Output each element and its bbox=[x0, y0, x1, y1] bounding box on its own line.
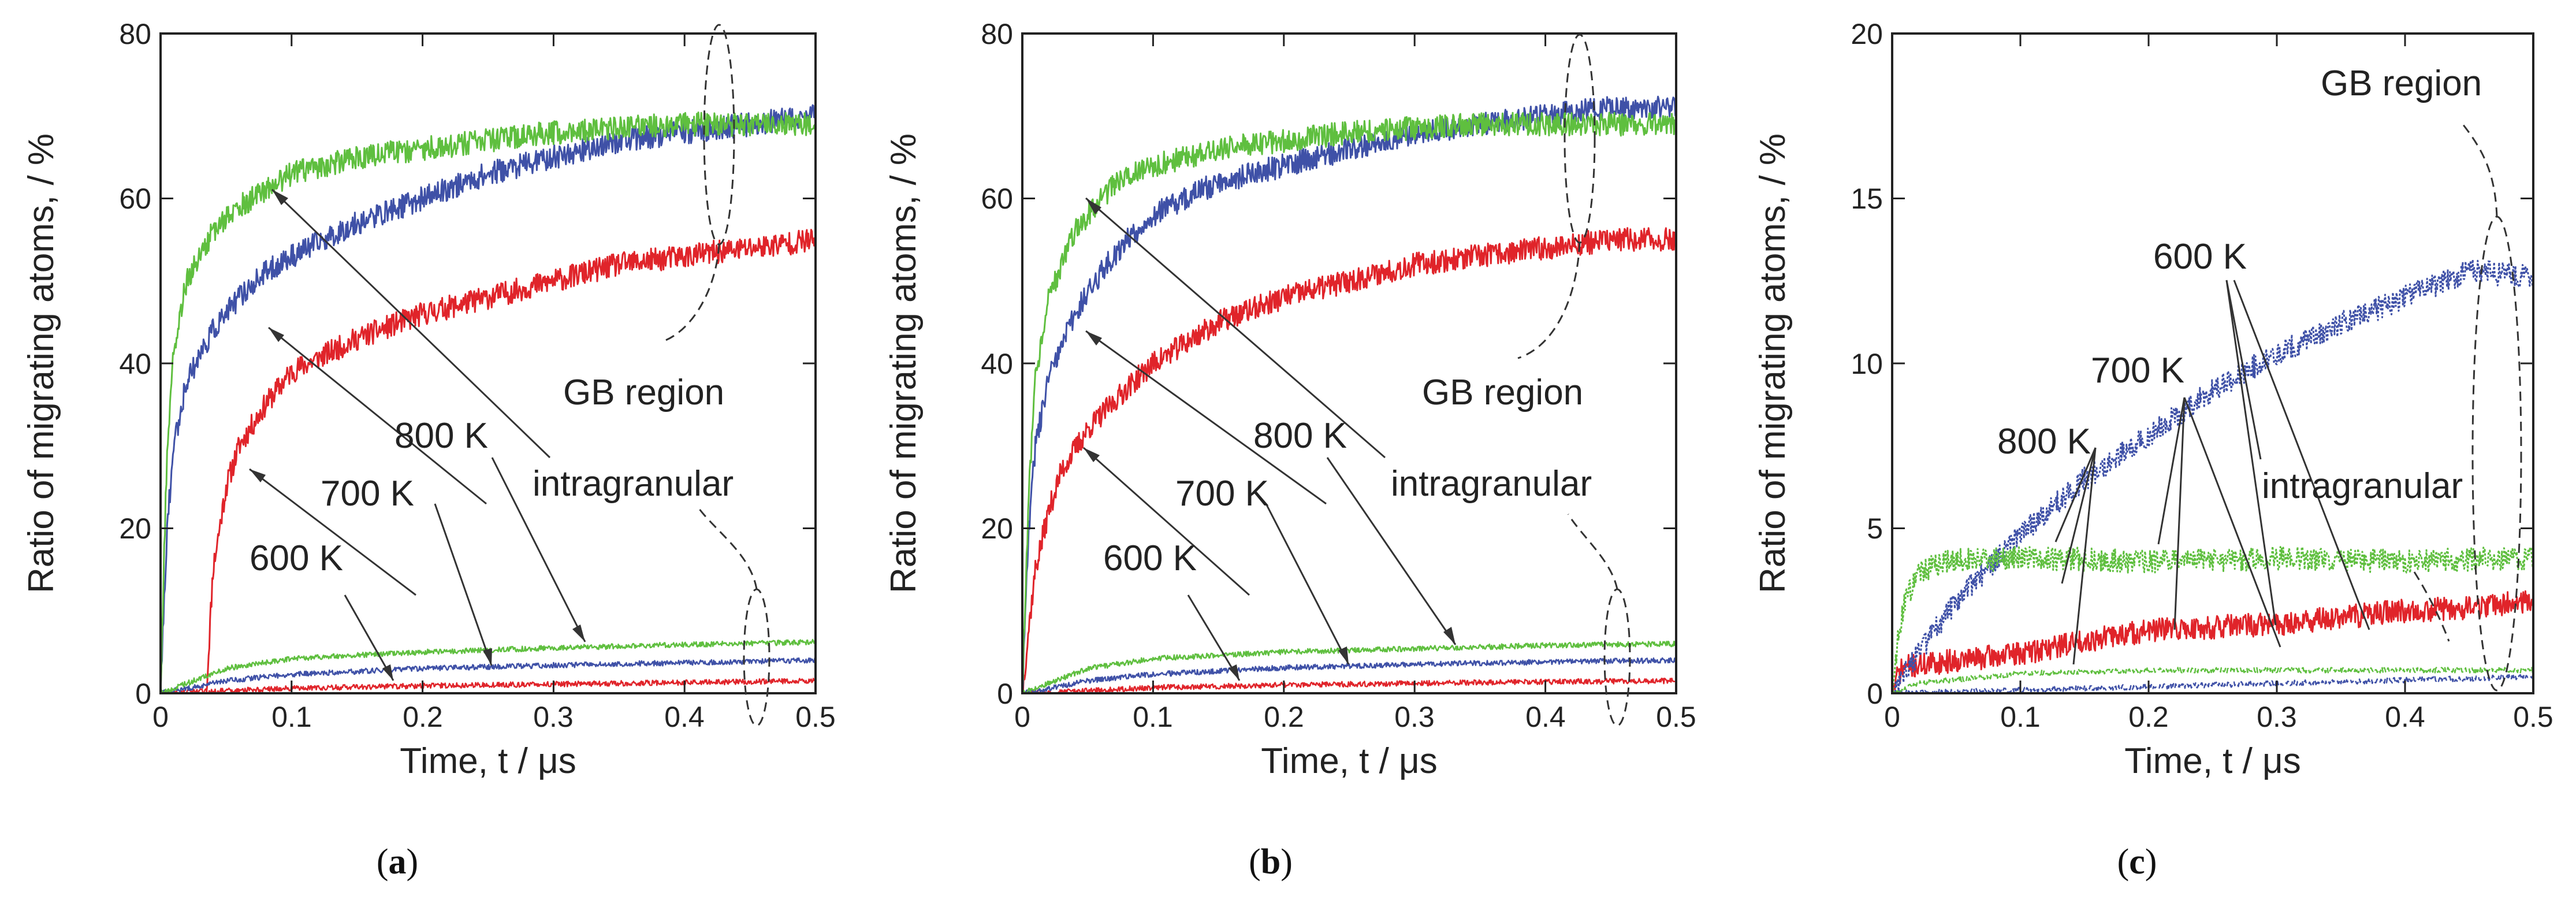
panel-c-800k-label: 800 K bbox=[1997, 422, 2091, 462]
panel-b-caption: (b) bbox=[1249, 842, 1293, 882]
panel-b-600k-label: 600 K bbox=[1103, 538, 1197, 578]
panel-a-600k-label: 600 K bbox=[250, 538, 343, 578]
panel-c-annotation-lines bbox=[2054, 121, 2522, 692]
panel-b-series-600-k-intragranular bbox=[1022, 677, 1677, 694]
panel-b-xtick-label: 0.4 bbox=[1525, 701, 1566, 733]
panel-b-y-ticks bbox=[1022, 32, 1676, 694]
panel-c-x-ticks bbox=[2019, 34, 2406, 693]
panel-a-xtick-label: 0.2 bbox=[403, 701, 443, 733]
panel-b-ytick-label: 80 bbox=[981, 18, 1013, 50]
panel-b-y-axis-label: Ratio of migrating atoms, / % bbox=[884, 133, 924, 593]
panel-c-intragranular-label: intragranular bbox=[2262, 466, 2463, 506]
panel-b-series-800-k-gb-region bbox=[1021, 111, 1677, 694]
panel-b-series-800-k-intragranular bbox=[1022, 640, 1677, 694]
panel-c-xtick-label: 0.1 bbox=[2000, 701, 2041, 733]
panel-c-ytick-label: 0 bbox=[1867, 678, 1883, 710]
panel-c-ytick-label: 20 bbox=[1851, 18, 1883, 50]
panel-a-intragranular-label: intragranular bbox=[533, 464, 734, 504]
panel-b-ytick-label: 60 bbox=[981, 183, 1013, 215]
panel-b-series-700-k-gb-region bbox=[1021, 95, 1677, 694]
panel-b-xtick-label: 0 bbox=[1014, 701, 1030, 733]
panel-a-xtick-label: 0.5 bbox=[795, 701, 836, 733]
panel-a-ytick-label: 0 bbox=[135, 678, 151, 710]
panel-a-y-axis-label: Ratio of migrating atoms, / % bbox=[21, 133, 61, 593]
panel-b-700k-label: 700 K bbox=[1175, 474, 1269, 514]
panel-a-xtick-label: 0 bbox=[152, 701, 169, 733]
panel-c-xtick-label: 0.2 bbox=[2128, 701, 2169, 733]
panel-a-xtick-label: 0.3 bbox=[533, 701, 574, 733]
panel-b-gb-region-label: GB region bbox=[1422, 373, 1583, 412]
panel-c-y-ticks bbox=[1892, 32, 2533, 694]
panel-a-series-800-k-gb-region bbox=[159, 111, 817, 694]
panel-c-caption: (c) bbox=[2117, 842, 2157, 882]
panel-a-gb-region-label: GB region bbox=[563, 373, 724, 412]
panel-b-ytick-label: 20 bbox=[981, 512, 1013, 545]
panel-a-series-700-k-intragranular bbox=[161, 657, 816, 694]
panel-c-x-axis-label: Time, t / μs bbox=[2124, 741, 2301, 781]
panel-b-series-600-k-gb-region bbox=[1021, 227, 1677, 694]
panel-c-series-700-k-intragranular bbox=[1892, 674, 2534, 694]
panel-c-600k-label: 600 K bbox=[2153, 237, 2247, 277]
panel-a-ytick-label: 80 bbox=[119, 18, 151, 50]
panel-c-ytick-label: 10 bbox=[1851, 348, 1883, 380]
panel-a-800k-label: 800 K bbox=[394, 416, 488, 456]
panel-c-xtick-label: 0.4 bbox=[2385, 701, 2425, 733]
panel-c-xtick-label: 0.3 bbox=[2257, 701, 2297, 733]
panel-c-series-600-k-gb-region bbox=[1892, 590, 2534, 694]
panel-c-xtick-label: 0.5 bbox=[2513, 701, 2553, 733]
panel-a-ytick-label: 20 bbox=[119, 512, 151, 545]
panel-c-700k-label: 700 K bbox=[2091, 351, 2184, 391]
panel-b-xtick-label: 0.5 bbox=[1656, 701, 1696, 733]
panel-c-series-800-k-gb-region bbox=[1891, 545, 2534, 694]
panel-a-x-ticks bbox=[159, 34, 686, 693]
panel-a-y-ticks bbox=[161, 32, 816, 694]
panel-c-plot-frame bbox=[1891, 32, 2534, 694]
panel-b-intragranular-label: intragranular bbox=[1391, 464, 1592, 504]
panel-a-x-axis-label: Time, t / μs bbox=[400, 741, 576, 781]
panel-a: 0 20 40 60 80 0 0.1 0.2 0.3 0.4 0.5 Time… bbox=[21, 18, 836, 882]
panel-c-gb-region-label: GB region bbox=[2321, 64, 2482, 103]
panel-a-700k-label: 700 K bbox=[321, 474, 414, 514]
panel-c-ytick-label: 5 bbox=[1867, 512, 1883, 545]
panel-a-ytick-label: 40 bbox=[119, 348, 151, 380]
panel-a-ytick-label: 60 bbox=[119, 183, 151, 215]
panel-b-xtick-label: 0.2 bbox=[1264, 701, 1304, 733]
panel-b-x-ticks bbox=[1152, 34, 1547, 693]
panel-a-series-700-k-gb-region bbox=[159, 104, 817, 694]
panel-a-series-600-k-intragranular bbox=[160, 678, 817, 694]
panel-a-caption: (a) bbox=[377, 842, 418, 882]
panel-b-series-700-k-intragranular bbox=[1021, 657, 1677, 694]
panel-b: 0 20 40 60 80 0 0.1 0.2 0.3 0.4 0.5 Time… bbox=[884, 18, 1696, 882]
panel-c-ytick-label: 15 bbox=[1851, 183, 1883, 215]
panel-b-series bbox=[1021, 95, 1677, 694]
panel-a-series-600-k-gb-region bbox=[160, 229, 816, 694]
panel-b-annotation-arrowheads bbox=[1084, 198, 1455, 681]
panel-a-xtick-label: 0.4 bbox=[664, 701, 705, 733]
panel-b-xtick-label: 0.3 bbox=[1394, 701, 1435, 733]
panel-a-annotation-lines bbox=[249, 24, 770, 727]
panel-b-annotation-lines bbox=[1083, 34, 1631, 727]
panel-b-800k-label: 800 K bbox=[1253, 416, 1347, 456]
panel-a-annotation-arrowheads bbox=[250, 189, 585, 681]
panel-b-ytick-label: 0 bbox=[997, 678, 1013, 710]
panel-c-y-axis-label: Ratio of migrating atoms, / % bbox=[1753, 133, 1793, 593]
panel-c: 0 5 10 15 20 0 0.1 0.2 0.3 0.4 0.5 Time,… bbox=[1753, 18, 2553, 882]
panel-b-x-axis-label: Time, t / μs bbox=[1261, 741, 1438, 781]
panel-b-xtick-label: 0.1 bbox=[1133, 701, 1173, 733]
panel-c-xtick-label: 0 bbox=[1884, 701, 1900, 733]
panel-b-ytick-label: 40 bbox=[981, 348, 1013, 380]
panel-c-series-800-k-intragranular bbox=[1892, 667, 2534, 694]
panel-a-xtick-label: 0.1 bbox=[271, 701, 312, 733]
